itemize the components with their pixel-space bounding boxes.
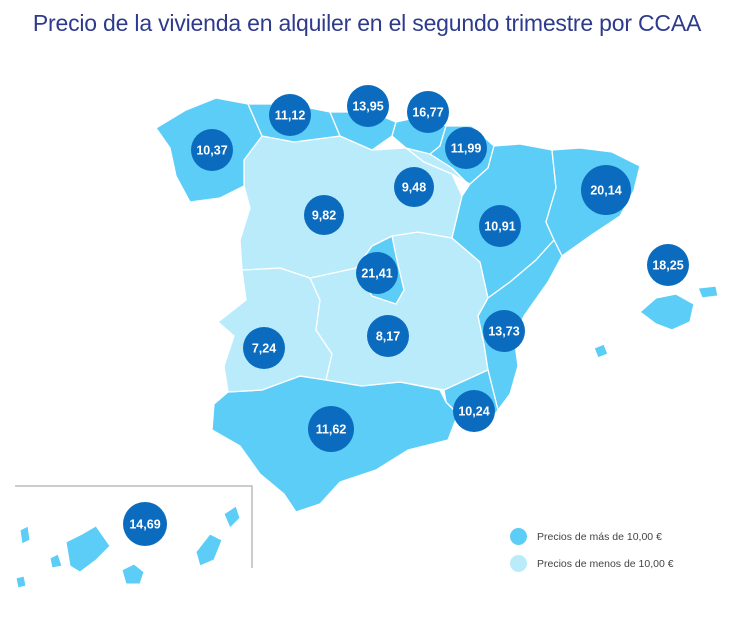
price-label-madrid: 21,41 xyxy=(361,267,392,281)
price-label-pais-vasco: 16,77 xyxy=(412,106,443,120)
legend: Precios de más de 10,00 € Precios de men… xyxy=(510,523,674,577)
price-bubble-canarias xyxy=(123,502,167,546)
price-bubbles: 10,37 11,12 13,95 16,77 11,99 9,48 9,82 10,91 20… xyxy=(123,85,689,546)
price-label-cantabria: 13,95 xyxy=(352,100,383,114)
price-label-murcia: 10,24 xyxy=(458,405,489,419)
price-label-cataluna: 20,14 xyxy=(590,184,621,198)
legend-label-high: Precios de más de 10,00 € xyxy=(537,530,662,543)
price-bubble-la-rioja xyxy=(394,167,434,207)
price-bubble-aragon xyxy=(479,205,521,247)
price-label-castilla-y-leon: 9,82 xyxy=(312,209,336,223)
region-baleares-menorca xyxy=(697,285,719,299)
legend-swatch-high xyxy=(510,528,527,545)
price-label-la-rioja: 9,48 xyxy=(402,181,426,195)
price-bubble-castilla-y-leon xyxy=(304,195,344,235)
price-label-andalucia: 11,62 xyxy=(316,423,347,437)
price-bubble-murcia xyxy=(453,390,495,432)
price-label-galicia: 10,37 xyxy=(196,144,227,158)
price-bubble-pais-vasco xyxy=(407,91,449,133)
legend-swatch-low xyxy=(510,555,527,572)
price-label-baleares: 18,25 xyxy=(652,259,683,273)
canarias-islands xyxy=(15,505,241,589)
price-label-extremadura: 7,24 xyxy=(252,342,276,356)
region-baleares-ibiza xyxy=(593,343,609,359)
price-label-castilla-la-mancha: 8,17 xyxy=(376,330,400,344)
price-bubble-madrid xyxy=(356,252,398,294)
legend-item-low: Precios de menos de 10,00 € xyxy=(510,550,674,577)
legend-label-low: Precios de menos de 10,00 € xyxy=(537,557,674,570)
canarias-inset-frame xyxy=(15,485,253,568)
legend-item-high: Precios de más de 10,00 € xyxy=(510,523,674,550)
price-bubble-castilla-la-mancha xyxy=(367,315,409,357)
price-label-canarias: 14,69 xyxy=(129,518,160,532)
price-bubble-cantabria xyxy=(347,85,389,127)
price-label-asturias: 11,12 xyxy=(275,109,306,123)
price-bubble-baleares xyxy=(647,244,689,286)
region-baleares-mallorca xyxy=(639,293,695,331)
price-label-aragon: 10,91 xyxy=(484,220,515,234)
price-bubble-comunidad-valenciana xyxy=(483,310,525,352)
map-title: Precio de la vivienda en alquiler en el … xyxy=(32,10,702,36)
price-bubble-cataluna xyxy=(581,165,631,215)
price-bubble-galicia xyxy=(191,129,233,171)
price-bubble-navarra xyxy=(445,127,487,169)
price-label-navarra: 11,99 xyxy=(451,142,482,156)
price-bubble-asturias xyxy=(269,94,311,136)
region-valencia xyxy=(477,239,563,411)
price-bubble-andalucia xyxy=(308,406,354,452)
price-bubble-extremadura xyxy=(243,327,285,369)
price-label-comunidad-valenciana: 13,73 xyxy=(488,325,519,339)
